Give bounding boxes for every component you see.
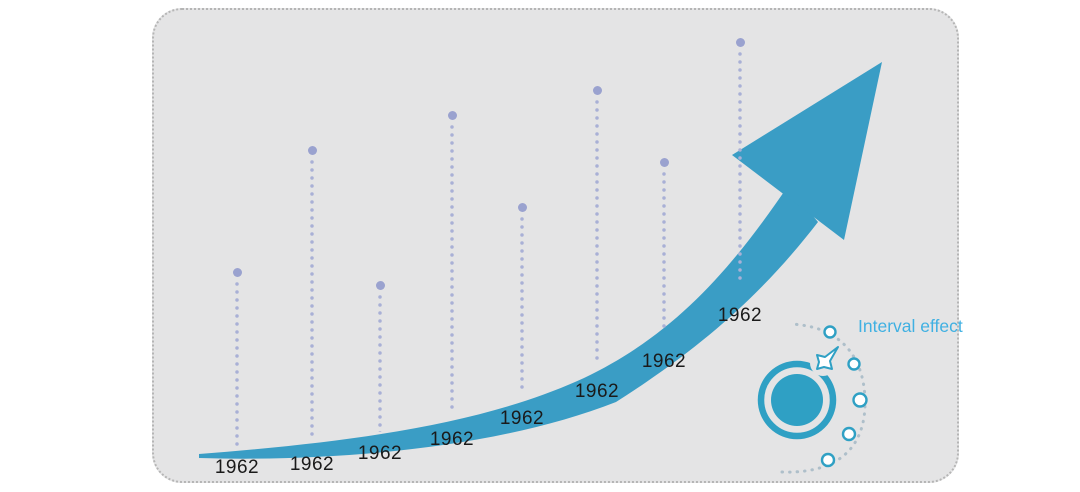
milestone-year-label: 1962 [214, 457, 260, 478]
badge-node [823, 325, 837, 339]
milestone-dot [307, 145, 317, 155]
interval-effect-label: Interval effect [858, 316, 963, 336]
milestone-dot [659, 157, 669, 167]
badge-core-circle [771, 374, 823, 426]
milestone-year-label: 1962 [429, 429, 475, 450]
growth-arrowhead [732, 62, 882, 240]
growth-arrow-graphic [199, 62, 882, 474]
milestone-dotted-line [310, 158, 314, 436]
badge-ring [757, 360, 837, 440]
milestone-dot [447, 110, 457, 120]
milestone-year-label: 1962 [357, 443, 403, 464]
milestone-dotted-line [235, 280, 239, 446]
milestone-dot [375, 280, 385, 290]
milestone-dot [232, 267, 242, 277]
milestone-year-label: 1962 [717, 305, 763, 326]
milestone-dotted-line [378, 293, 382, 432]
milestone-dotted-line [520, 215, 524, 392]
badge-node [820, 452, 836, 468]
milestone-dot [592, 85, 602, 95]
interval-effect-badge [757, 322, 868, 474]
spark-arrow-icon [816, 346, 839, 370]
milestone-year-label: 1962 [289, 454, 335, 475]
milestone-year-label: 1962 [574, 381, 620, 402]
growth-timeline-panel: 1962 1962 1962 1962 1962 1962 [152, 8, 963, 483]
badge-node [852, 392, 868, 408]
milestone-dotted-line [450, 123, 454, 412]
badge-node [841, 426, 857, 442]
milestone-dotted-line [662, 170, 666, 330]
milestone-dotted-line [595, 98, 599, 362]
milestone-dot [735, 37, 745, 47]
growth-curve-shaft [199, 186, 818, 459]
milestone-dot [517, 202, 527, 212]
milestone-year-label: 1962 [499, 408, 545, 429]
milestone-dotted-line [738, 50, 742, 284]
milestone-year-label: 1962 [641, 351, 687, 372]
badge-node [847, 357, 861, 371]
